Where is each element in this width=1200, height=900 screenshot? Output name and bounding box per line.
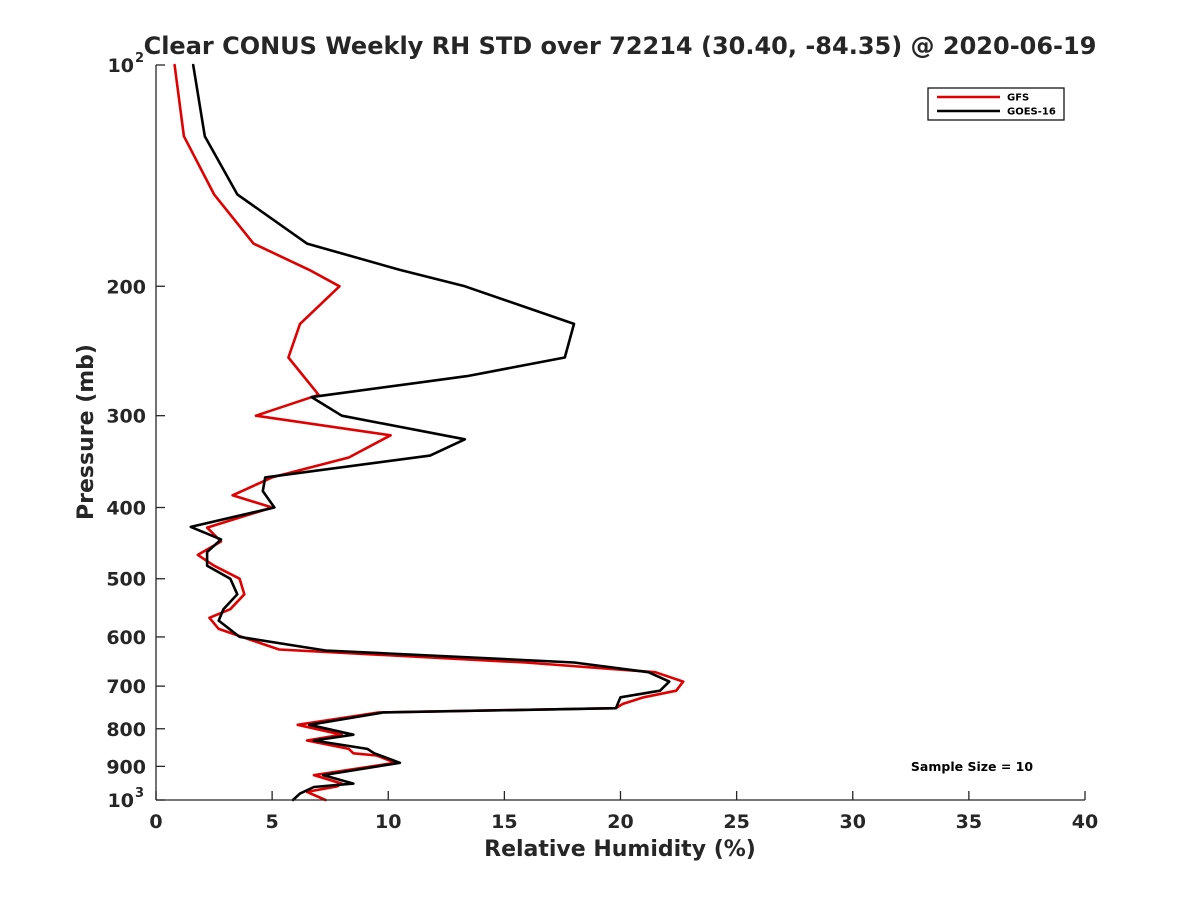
y-tick-label: 300 [106, 406, 146, 428]
legend-label: GOES-16 [1007, 107, 1056, 118]
legend: GFS GOES-16 [927, 87, 1065, 121]
series-layer [173, 63, 685, 802]
y-tick-label: 200 [106, 276, 146, 298]
y-axis-label: Pressure (mb) [74, 344, 99, 520]
y-tick-label-exponent: 2 [135, 51, 144, 66]
x-tick-label: 25 [723, 811, 749, 833]
x-tick-label: 40 [1072, 811, 1098, 833]
chart-title: Clear CONUS Weekly RH STD over 72214 (30… [144, 32, 1097, 60]
x-tick-label: 0 [149, 811, 162, 833]
legend-box [927, 87, 1065, 121]
y-tick-label: 500 [106, 569, 146, 591]
y-tick-label-exponent: 3 [135, 786, 144, 801]
series-line-goes-16 [189, 63, 671, 802]
y-tick-label: 10 [108, 790, 134, 812]
series-line-gfs [173, 63, 685, 802]
y-tick-label: 900 [106, 756, 146, 778]
y-tick-label: 400 [106, 498, 146, 520]
x-tick-label: 15 [491, 811, 517, 833]
x-tick-label: 10 [375, 811, 401, 833]
x-tick-label: 35 [956, 811, 982, 833]
y-tick-label: 700 [106, 676, 146, 698]
x-axis-label: Relative Humidity (%) [484, 837, 756, 862]
y-tick-label: 10 [108, 55, 134, 77]
x-tick-label: 30 [840, 811, 866, 833]
x-tick-label: 5 [266, 811, 279, 833]
x-tick-label: 20 [607, 811, 633, 833]
sample-size-annotation: Sample Size = 10 [911, 759, 1033, 774]
legend-label: GFS [1007, 93, 1029, 104]
y-tick-label: 600 [106, 627, 146, 649]
y-tick-label: 800 [106, 719, 146, 741]
